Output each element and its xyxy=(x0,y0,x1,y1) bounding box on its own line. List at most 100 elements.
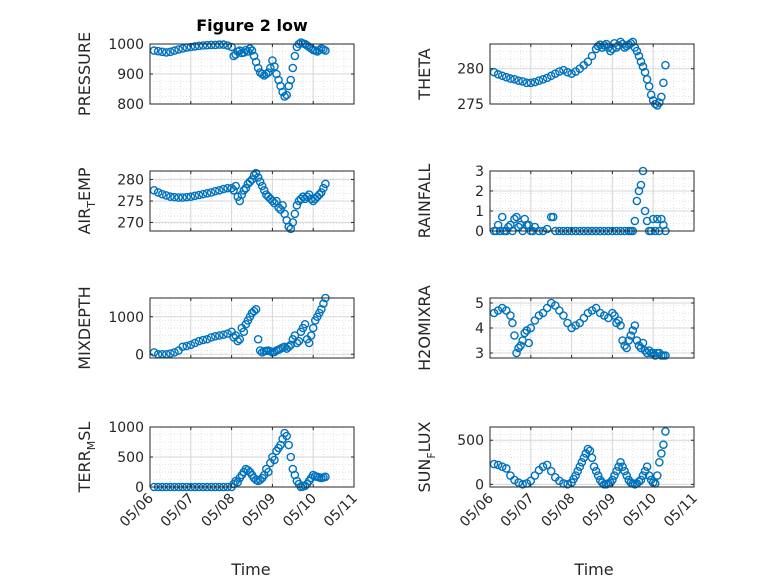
data-point xyxy=(157,47,167,57)
data-point xyxy=(563,67,572,77)
data-point xyxy=(239,185,249,195)
y-tick-label: 1 xyxy=(475,204,484,220)
y-tick-label: 500 xyxy=(117,450,144,466)
data-point xyxy=(516,341,525,350)
data-point xyxy=(559,65,568,75)
data-point xyxy=(622,471,631,480)
data-point xyxy=(280,92,289,101)
data-point xyxy=(559,311,568,320)
data-point xyxy=(571,471,580,480)
data-point xyxy=(579,313,589,323)
y-tick-label: 3 xyxy=(475,346,484,362)
data-point xyxy=(575,318,585,328)
data-point xyxy=(661,427,670,436)
data-point xyxy=(591,466,601,476)
data-point xyxy=(646,90,656,100)
data-point xyxy=(268,196,277,206)
x-tick-label: 05/11 xyxy=(321,491,361,531)
y-tick-label: 0 xyxy=(135,480,144,496)
data-point xyxy=(166,192,175,202)
data-point xyxy=(632,196,642,206)
data-point xyxy=(186,192,196,202)
data-point xyxy=(550,69,560,78)
y-tick-label: 280 xyxy=(457,62,484,78)
data-point xyxy=(253,63,263,73)
data-point xyxy=(589,462,599,472)
data-point xyxy=(657,449,666,458)
data-point xyxy=(644,82,654,91)
data-point xyxy=(638,62,648,71)
data-point xyxy=(548,212,558,222)
data-point xyxy=(233,192,243,202)
data-point xyxy=(661,60,670,70)
y-tick-label: 1000 xyxy=(108,420,144,436)
data-point xyxy=(640,206,650,216)
data-point xyxy=(652,471,662,480)
data-point xyxy=(290,51,300,61)
data-point xyxy=(210,186,220,196)
data-point xyxy=(510,74,519,84)
data-point xyxy=(597,478,607,487)
data-point xyxy=(624,336,634,345)
y-axis-label-4: MIXDEPTH xyxy=(75,286,94,369)
data-point xyxy=(526,78,536,88)
data-point xyxy=(170,348,179,357)
data-point xyxy=(202,40,212,50)
data-point xyxy=(538,74,548,84)
data-point xyxy=(518,480,527,489)
data-point xyxy=(219,40,228,49)
data-point xyxy=(253,334,263,344)
data-point xyxy=(202,188,212,198)
data-point xyxy=(612,466,621,476)
data-point xyxy=(286,75,296,85)
data-point xyxy=(587,453,597,463)
y-axis-label-5: H2OMIXRA xyxy=(415,285,434,371)
y-axis-label-1: THETA xyxy=(415,48,434,100)
data-point xyxy=(210,40,220,50)
data-point xyxy=(659,78,668,88)
data-point xyxy=(288,63,298,73)
data-point xyxy=(587,51,597,61)
data-point xyxy=(282,90,291,100)
data-point xyxy=(638,471,648,480)
data-point xyxy=(526,323,536,333)
data-point xyxy=(278,200,287,210)
data-point xyxy=(206,188,216,197)
data-point xyxy=(233,477,243,487)
data-point xyxy=(229,185,238,195)
y-tick-label: 2 xyxy=(475,184,484,200)
axes-box xyxy=(149,297,355,359)
data-point xyxy=(542,224,552,234)
y-tick-label: 5 xyxy=(475,296,484,312)
data-point xyxy=(219,184,228,194)
data-point xyxy=(524,338,534,348)
data-point xyxy=(321,179,330,189)
y-tick-label: 275 xyxy=(117,194,144,210)
y-tick-label: 500 xyxy=(457,433,484,449)
data-point xyxy=(319,183,328,193)
y-tick-label: 0 xyxy=(475,224,484,240)
data-point xyxy=(620,341,629,350)
data-point xyxy=(308,323,318,333)
data-point xyxy=(300,319,310,329)
data-point xyxy=(497,462,507,472)
y-axis-label-2: AIRTEMP xyxy=(75,167,98,234)
data-point xyxy=(657,92,666,102)
x-tick-label: 05/09 xyxy=(239,491,279,531)
data-point xyxy=(306,331,316,340)
y-tick-label: 280 xyxy=(117,173,144,189)
data-point xyxy=(194,41,204,51)
y-tick-label: 1000 xyxy=(108,37,144,53)
y-tick-label: 4 xyxy=(475,321,484,337)
data-point xyxy=(162,191,171,200)
data-point xyxy=(510,214,519,224)
x-axis-label-right: Time xyxy=(573,560,613,579)
data-point xyxy=(542,73,552,83)
data-point xyxy=(182,341,192,351)
subplot-mixdepth: 0 1000 MIXDEPTH xyxy=(75,286,355,370)
data-point xyxy=(634,477,644,487)
data-point xyxy=(202,334,212,344)
data-point xyxy=(659,440,668,449)
x-tick-label: 05/09 xyxy=(579,491,619,531)
data-point xyxy=(317,188,326,197)
